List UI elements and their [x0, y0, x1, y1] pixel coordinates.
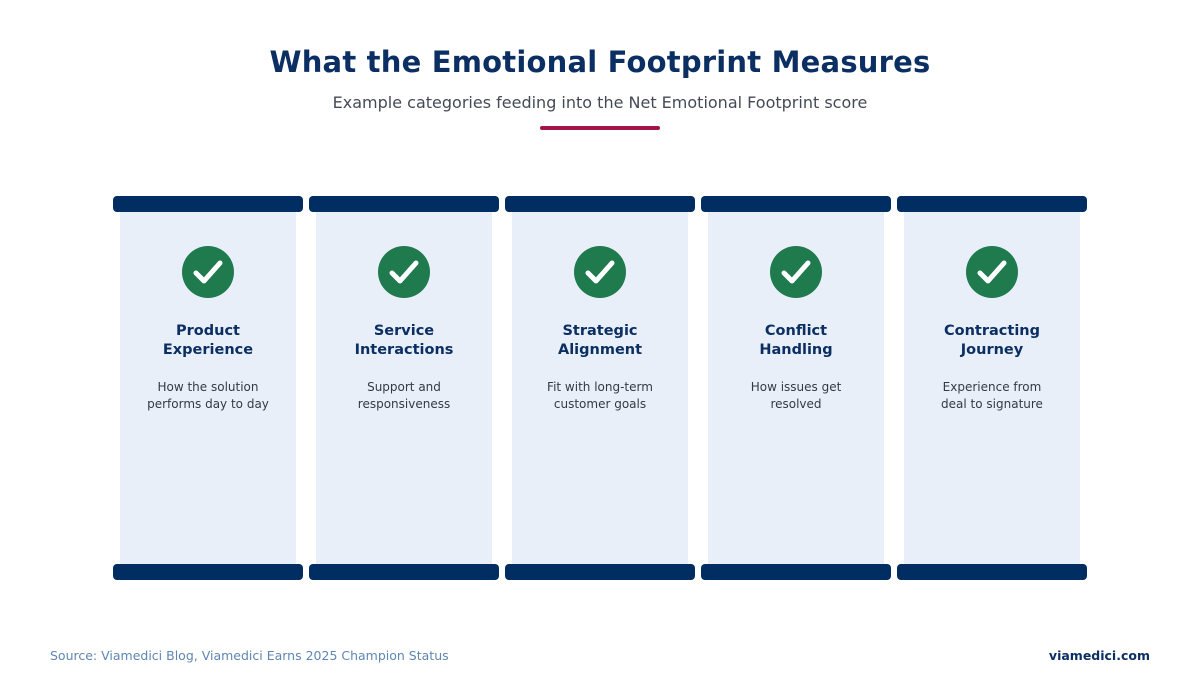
- check-circle-icon: [574, 246, 626, 298]
- category-description: Experience from deal to signature: [941, 380, 1043, 411]
- column-bottom-cap: [897, 564, 1087, 580]
- check-circle-icon: [966, 246, 1018, 298]
- category-column-contracting-journey: Contracting Journey Experience from deal…: [904, 212, 1080, 564]
- category-description: Fit with long-term customer goals: [547, 380, 653, 411]
- category-title: Product Experience: [162, 323, 254, 358]
- source-citation: Source: Viamedici Blog, Viamedici Earns …: [50, 648, 449, 663]
- check-circle-icon: [378, 246, 430, 298]
- site-name: viamedici.com: [1048, 648, 1150, 663]
- category-description: Support and responsiveness: [357, 380, 451, 411]
- category-title: Strategic Alignment: [557, 323, 643, 358]
- column-top-cap: [701, 196, 891, 212]
- check-circle-icon: [182, 246, 234, 298]
- title-divider: [540, 126, 660, 130]
- category-column-conflict-handling: Conflict Handling How issues get resolve…: [708, 212, 884, 564]
- column-top-cap: [309, 196, 499, 212]
- column-top-cap: [505, 196, 695, 212]
- category-title: Service Interactions: [354, 323, 454, 358]
- column-top-cap: [113, 196, 303, 212]
- column-bottom-cap: [309, 564, 499, 580]
- category-column-service-interactions: Service Interactions Support and respons…: [316, 212, 492, 564]
- page-subtitle: Example categories feeding into the Net …: [332, 93, 868, 112]
- category-title: Contracting Journey: [944, 323, 1040, 358]
- category-title: Conflict Handling: [759, 323, 833, 358]
- category-column-strategic-alignment: Strategic Alignment Fit with long-term c…: [512, 212, 688, 564]
- column-bottom-cap: [701, 564, 891, 580]
- check-circle-icon: [770, 246, 822, 298]
- category-description: How the solution performs day to day: [147, 380, 269, 411]
- column-bottom-cap: [113, 564, 303, 580]
- category-column-product-experience: Product Experience How the solution perf…: [120, 212, 296, 564]
- page-title: What the Emotional Footprint Measures: [269, 45, 931, 79]
- category-description: How issues get resolved: [750, 380, 842, 411]
- column-bottom-cap: [505, 564, 695, 580]
- column-top-cap: [897, 196, 1087, 212]
